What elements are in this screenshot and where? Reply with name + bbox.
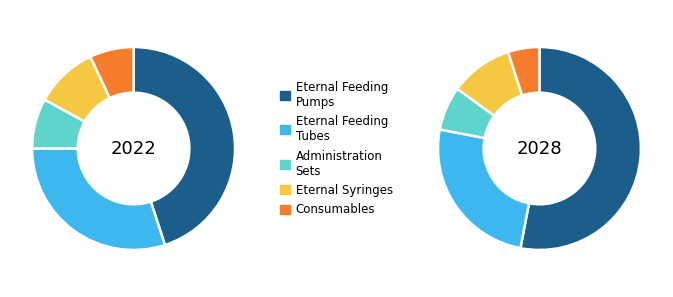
Text: 2022: 2022 — [110, 140, 156, 157]
Wedge shape — [90, 47, 133, 98]
Wedge shape — [133, 47, 235, 245]
Text: 2028: 2028 — [517, 140, 562, 157]
Legend: Eternal Feeding
Pumps, Eternal Feeding
Tubes, Administration
Sets, Eternal Syrin: Eternal Feeding Pumps, Eternal Feeding T… — [280, 80, 393, 217]
Wedge shape — [508, 47, 540, 95]
Wedge shape — [32, 148, 165, 250]
Wedge shape — [520, 47, 641, 250]
Wedge shape — [44, 57, 110, 121]
Wedge shape — [439, 89, 494, 138]
Wedge shape — [438, 129, 529, 248]
Wedge shape — [32, 99, 85, 148]
Wedge shape — [458, 52, 522, 116]
